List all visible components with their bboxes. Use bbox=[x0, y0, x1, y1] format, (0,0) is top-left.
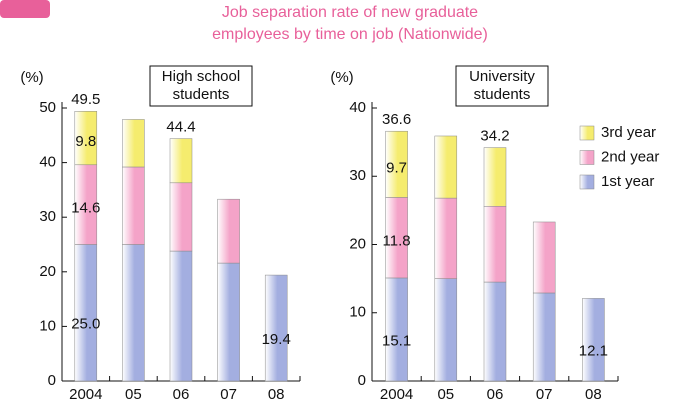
legend-label: 1st year bbox=[601, 173, 654, 190]
bar-segment bbox=[74, 244, 98, 382]
total-label: 36.6 bbox=[382, 111, 411, 128]
total-label: 49.5 bbox=[71, 91, 100, 108]
bar-segment bbox=[434, 197, 458, 279]
x-tick-label: 06 bbox=[173, 386, 190, 403]
chart-label: High school bbox=[162, 68, 240, 85]
legend-swatch bbox=[579, 174, 595, 190]
chart-title: Job separation rate of new graduate bbox=[222, 4, 478, 21]
x-tick-label: 06 bbox=[487, 386, 504, 403]
y-tick-label: 50 bbox=[39, 99, 56, 116]
y-tick-label: 40 bbox=[39, 154, 56, 171]
x-tick-label: 2004 bbox=[380, 386, 413, 403]
bar-segment bbox=[582, 298, 605, 382]
chart-label: students bbox=[474, 86, 531, 103]
x-tick-label: 07 bbox=[220, 386, 237, 403]
bar-segment bbox=[483, 206, 507, 283]
chart-label: University bbox=[469, 68, 535, 85]
bar-segment bbox=[264, 274, 288, 382]
bar-segment bbox=[217, 198, 240, 264]
data-label: 9.7 bbox=[386, 159, 407, 176]
data-label: 9.8 bbox=[75, 133, 96, 150]
bar-segment bbox=[532, 221, 556, 294]
total-label: 44.4 bbox=[166, 119, 195, 136]
y-tick-label: 0 bbox=[48, 372, 56, 389]
bar-segment bbox=[122, 244, 145, 382]
bar-segment bbox=[169, 138, 193, 184]
bar-segment bbox=[74, 111, 98, 166]
y-tick-label: 10 bbox=[349, 304, 366, 321]
bar-segment bbox=[122, 166, 145, 245]
y-tick-label: 30 bbox=[349, 167, 366, 184]
x-tick-label: 05 bbox=[437, 386, 454, 403]
data-label: 15.1 bbox=[382, 332, 411, 349]
data-label: 11.8 bbox=[383, 233, 411, 250]
x-tick-label: 07 bbox=[536, 386, 553, 403]
x-tick-label: 05 bbox=[125, 386, 142, 403]
x-tick-label: 08 bbox=[268, 386, 285, 403]
bar-segment bbox=[169, 182, 193, 252]
x-tick-label: 2004 bbox=[69, 386, 102, 403]
bar-segment bbox=[385, 277, 408, 382]
legend-label: 3rd year bbox=[601, 124, 656, 141]
y-tick-label: 10 bbox=[39, 317, 56, 334]
label-box bbox=[455, 65, 549, 107]
y-tick-label: 20 bbox=[39, 263, 56, 280]
chart-label: students bbox=[173, 86, 230, 103]
bar-segment bbox=[434, 135, 458, 199]
bar-segment bbox=[122, 119, 145, 168]
bar-segment bbox=[483, 281, 507, 382]
label-box bbox=[149, 65, 253, 107]
data-label: 25.0 bbox=[71, 316, 100, 333]
chart-title: employees by time on job (Nationwide) bbox=[212, 26, 488, 43]
bar-segment bbox=[483, 147, 507, 207]
y-tick-label: 30 bbox=[39, 208, 56, 225]
bar-segment bbox=[532, 292, 556, 382]
y-tick-label: 0 bbox=[358, 372, 366, 389]
bar-segment bbox=[217, 262, 240, 382]
data-label: 14.6 bbox=[71, 200, 100, 217]
y-tick-label: 40 bbox=[349, 99, 366, 116]
total-label: 34.2 bbox=[480, 128, 509, 145]
bar-segment bbox=[385, 130, 408, 198]
data-label: 12.1 bbox=[579, 343, 608, 360]
y-tick-label: 20 bbox=[349, 235, 366, 252]
bar-segment bbox=[434, 278, 458, 382]
y-axis-label: (%) bbox=[330, 69, 353, 86]
x-tick-label: 08 bbox=[585, 386, 602, 403]
header-tab bbox=[0, 0, 50, 18]
legend-swatch bbox=[579, 150, 595, 165]
bar-segment bbox=[169, 250, 193, 382]
legend-label: 2nd year bbox=[601, 148, 659, 165]
data-label: 19.4 bbox=[262, 331, 291, 348]
y-axis-label: (%) bbox=[20, 69, 43, 86]
legend-swatch bbox=[579, 125, 595, 141]
